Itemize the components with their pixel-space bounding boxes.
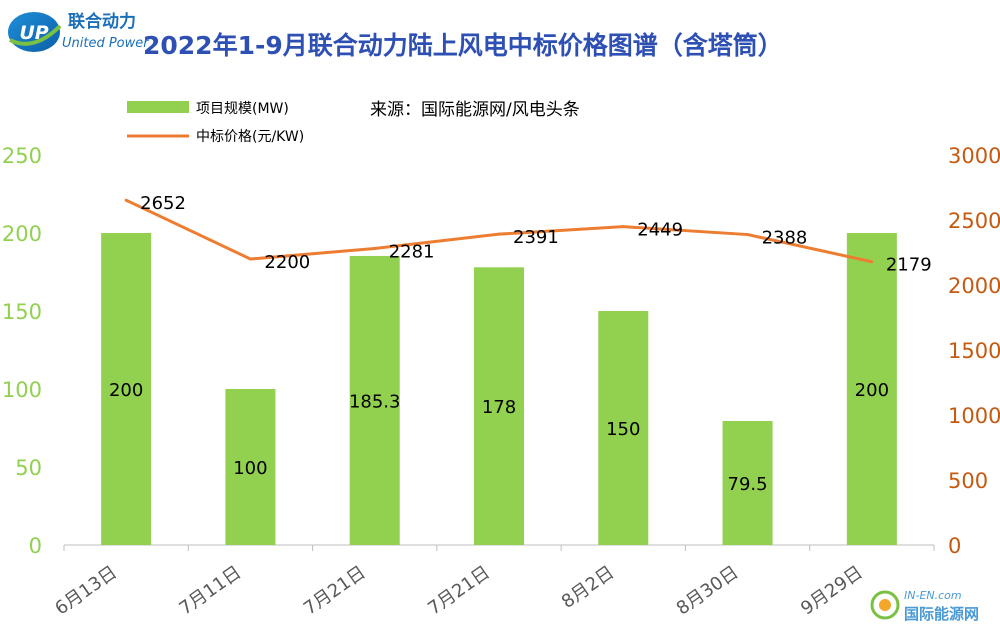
line-value-label: 2391 bbox=[513, 227, 559, 248]
bar bbox=[101, 233, 152, 545]
logo-en: United Power bbox=[62, 36, 150, 51]
bar-value-label: 200 bbox=[855, 380, 889, 401]
line-value-label: 2652 bbox=[140, 193, 186, 214]
watermark-en: IN-EN.com bbox=[904, 589, 962, 602]
x-axis-ticks: 6月13日 7月11日 7月21日 7月21日 8月2日 8月30日 9月29日 bbox=[51, 545, 935, 620]
bar bbox=[349, 255, 400, 545]
bar bbox=[474, 267, 524, 545]
y-right-tick-label: 0 bbox=[948, 534, 961, 558]
brand-logo: UP 联合动力 United Power bbox=[8, 11, 150, 52]
x-tick-label: 8月2日 bbox=[558, 562, 618, 613]
y-right-tick-label: 1500 bbox=[948, 339, 1000, 363]
line-point bbox=[248, 257, 252, 261]
line-point bbox=[497, 232, 501, 236]
x-tick-label: 9月29日 bbox=[797, 562, 867, 620]
watermark-cn: 国际能源网 bbox=[904, 605, 979, 623]
bar-data-labels: 200 100 185.3 178 150 79.5 200 bbox=[109, 380, 889, 495]
bar-series bbox=[101, 233, 897, 545]
line-point bbox=[124, 198, 128, 202]
line-value-label: 2179 bbox=[886, 255, 932, 276]
bar bbox=[225, 389, 276, 545]
y-left-tick-label: 250 bbox=[2, 144, 42, 168]
bar-value-label: 200 bbox=[109, 380, 143, 401]
x-tick-label: 8月30日 bbox=[673, 562, 743, 620]
bar-value-label: 100 bbox=[233, 458, 267, 479]
y-left-tick-label: 100 bbox=[2, 378, 42, 402]
bar-value-label: 185.3 bbox=[349, 391, 401, 412]
watermark: IN-EN.com 国际能源网 bbox=[870, 589, 979, 623]
line-data-labels: 2652 2200 2281 2391 2449 2388 2179 bbox=[140, 193, 932, 275]
bar-value-label: 79.5 bbox=[728, 474, 768, 495]
watermark-leaf-icon bbox=[870, 590, 900, 620]
logo-mark-text: UP bbox=[19, 22, 48, 44]
logo-cn: 联合动力 bbox=[68, 11, 136, 32]
y-left-tick-label: 200 bbox=[2, 222, 42, 246]
legend-label-bar: 项目规模(MW) bbox=[196, 101, 289, 117]
legend: 项目规模(MW) 中标价格(元/KW) bbox=[127, 101, 304, 145]
y-left-axis: 0 50 100 150 200 250 bbox=[2, 144, 42, 558]
bar bbox=[598, 311, 649, 545]
line-value-label: 2281 bbox=[389, 241, 435, 262]
line-value-label: 2388 bbox=[762, 228, 808, 249]
y-right-axis: 0 500 1000 1500 2000 2500 3000 bbox=[948, 144, 1000, 558]
source-note: 来源：国际能源网/风电头条 bbox=[370, 100, 580, 120]
line-series bbox=[124, 198, 874, 264]
price-line bbox=[125, 198, 873, 264]
chart-title: 2022年1-9月联合动力陆上风电中标价格图谱（含塔筒） bbox=[143, 31, 783, 60]
bar bbox=[846, 233, 897, 545]
y-right-tick-label: 2500 bbox=[948, 209, 1000, 233]
line-value-label: 2449 bbox=[637, 220, 683, 241]
y-right-tick-label: 2000 bbox=[948, 274, 1000, 298]
bar bbox=[722, 420, 773, 545]
x-tick-label: 7月21日 bbox=[300, 562, 370, 620]
line-point bbox=[746, 233, 750, 237]
legend-swatch-bar bbox=[127, 101, 189, 113]
y-left-tick-label: 0 bbox=[29, 534, 42, 558]
line-value-label: 2200 bbox=[264, 252, 310, 273]
line-point bbox=[373, 246, 377, 250]
y-left-tick-label: 50 bbox=[15, 456, 42, 480]
line-point bbox=[870, 260, 874, 264]
line-point bbox=[621, 225, 625, 229]
y-right-tick-label: 1000 bbox=[948, 404, 1000, 428]
bar-value-label: 178 bbox=[482, 397, 516, 418]
bar-value-label: 150 bbox=[606, 419, 640, 440]
y-right-tick-label: 3000 bbox=[948, 144, 1000, 168]
legend-label-line: 中标价格(元/KW) bbox=[196, 129, 304, 145]
y-left-tick-label: 150 bbox=[2, 300, 42, 324]
x-tick-label: 7月21日 bbox=[424, 562, 494, 620]
x-tick-label: 6月13日 bbox=[51, 562, 121, 620]
x-tick-label: 7月11日 bbox=[176, 562, 246, 620]
y-right-tick-label: 500 bbox=[948, 469, 988, 493]
